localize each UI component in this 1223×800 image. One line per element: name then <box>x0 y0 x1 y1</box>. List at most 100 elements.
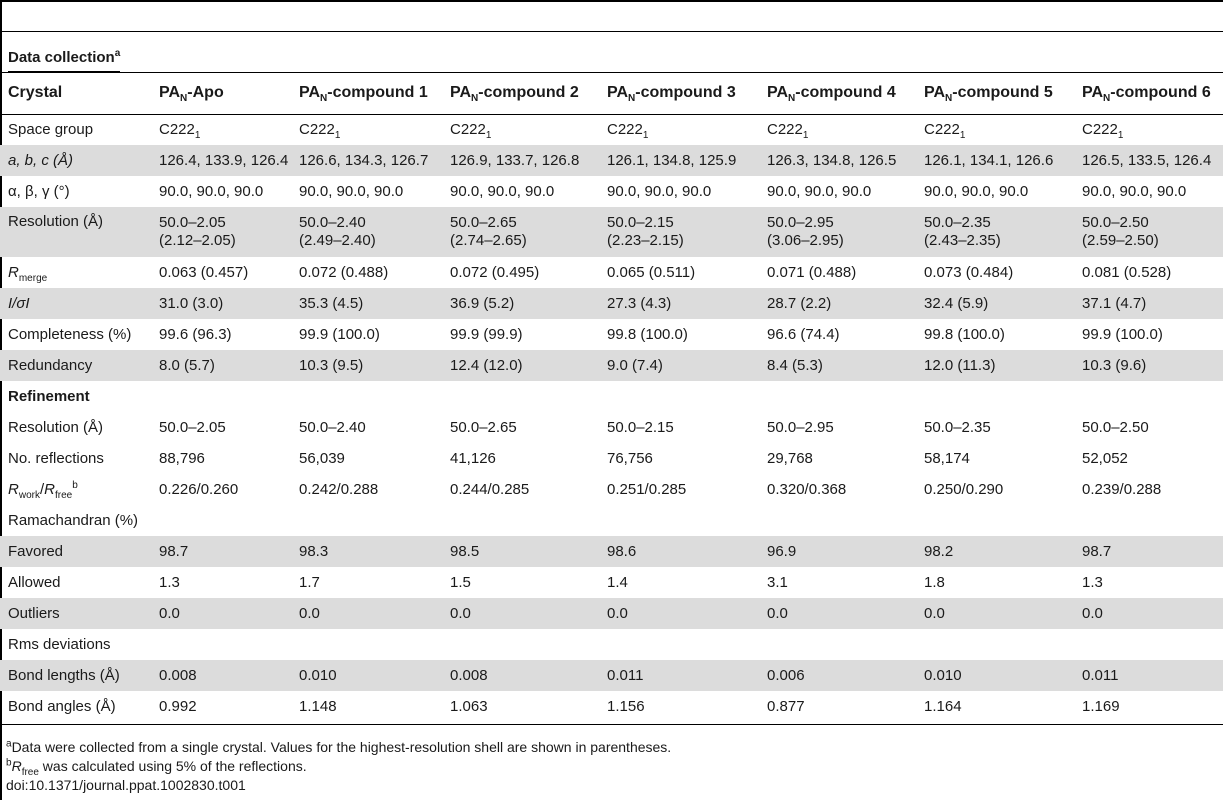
cell: 50.0–2.95 (3.06–2.95) <box>759 207 916 257</box>
cell: 126.1, 134.8, 125.9 <box>599 145 759 176</box>
section-title-data-collection: Data collectiona <box>8 48 121 72</box>
cell: 0.008 <box>442 660 599 691</box>
cell: 99.9 (100.0) <box>299 325 380 343</box>
label-rmerge: Rmerge <box>8 263 48 284</box>
cell: 50.0–2.35 <box>924 418 991 436</box>
cell: 1.063 <box>450 697 488 715</box>
cell: 0.242/0.288 <box>299 480 379 498</box>
top-rule <box>0 0 1223 2</box>
table-footnotes: aData were collected from a single cryst… <box>6 738 671 795</box>
cell: 99.9 (99.9) <box>450 325 523 343</box>
label-cell-angles: α, β, γ (°) <box>8 182 70 200</box>
row-ramachandran: Ramachandran (%) <box>0 505 1223 536</box>
cell: 126.6, 134.3, 126.7 <box>291 145 442 176</box>
cell: 1.5 <box>450 573 471 591</box>
cell: 126.5, 133.5, 126.4 <box>1074 145 1223 176</box>
row-resolution-refinement: Resolution (Å) 50.0–2.05 50.0–2.40 50.0–… <box>0 412 1223 443</box>
cell: 0.072 (0.495) <box>450 263 540 281</box>
cell: 90.0, 90.0, 90.0 <box>607 182 712 200</box>
cell: 0.008 <box>151 660 291 691</box>
row-redundancy: Redundancy 8.0 (5.7) 10.3 (9.5) 12.4 (12… <box>0 350 1223 381</box>
cell: 0.250/0.290 <box>924 480 1004 498</box>
cell: 28.7 (2.2) <box>759 288 916 319</box>
cell: 56,039 <box>299 449 345 467</box>
cell: 8.0 (5.7) <box>151 350 291 381</box>
cell: 90.0, 90.0, 90.0 <box>1082 182 1187 200</box>
cell: 99.9 (100.0) <box>1082 325 1163 343</box>
cell: 0.010 <box>291 660 442 691</box>
header-col-1: PAN-compound 1 <box>291 71 442 115</box>
cell: 98.3 <box>291 536 442 567</box>
cell: 0.0 <box>599 598 759 629</box>
row-completeness: Completeness (%) 99.6 (96.3) 99.9 (100.0… <box>0 319 1223 350</box>
cell: 50.0–2.95 <box>767 418 834 436</box>
cell: 98.2 <box>916 536 1074 567</box>
cell: C2221 <box>450 120 492 141</box>
cell: 9.0 (7.4) <box>599 350 759 381</box>
crystallography-table: Data collectiona Crystal PAN-Apo PAN-com… <box>0 32 1223 722</box>
label-rwork-rfree: Rwork/Rfreeb <box>8 479 78 501</box>
header-col-3: PAN-compound 3 <box>599 71 759 115</box>
cell: 50.0–2.15 <box>607 418 674 436</box>
header-rule <box>0 31 1223 32</box>
label-redundancy: Redundancy <box>0 350 151 381</box>
cell: 12.4 (12.0) <box>442 350 599 381</box>
row-bond-lengths: Bond lengths (Å) 0.008 0.010 0.008 0.011… <box>0 660 1223 691</box>
cell: 35.3 (4.5) <box>291 288 442 319</box>
cell: 126.3, 134.8, 126.5 <box>759 145 916 176</box>
cell: 0.0 <box>759 598 916 629</box>
cell: 50.0–2.05 (2.12–2.05) <box>151 207 291 257</box>
cell: 3.1 <box>767 573 788 591</box>
cell: 0.011 <box>599 660 759 691</box>
cell: 88,796 <box>159 449 205 467</box>
row-cell-abc: a, b, c (Å) 126.4, 133.9, 126.4 126.6, 1… <box>0 145 1223 176</box>
cell: 1.156 <box>607 697 645 715</box>
label-completeness: Completeness (%) <box>8 325 132 343</box>
cell: 50.0–2.50 <box>1082 418 1149 436</box>
cell: 10.3 (9.6) <box>1074 350 1223 381</box>
cell: 0.877 <box>767 697 805 715</box>
row-bond-angles: Bond angles (Å) 0.992 1.148 1.063 1.156 … <box>0 691 1223 722</box>
cell: 0.0 <box>442 598 599 629</box>
label-i-sigma: I/σI <box>0 288 151 319</box>
cell: 1.164 <box>924 697 962 715</box>
cell: 0.244/0.285 <box>450 480 530 498</box>
cell: 50.0–2.65 (2.74–2.65) <box>442 207 599 257</box>
cell: 0.063 (0.457) <box>159 263 249 281</box>
cell: C2221 <box>159 120 201 141</box>
cell: 58,174 <box>924 449 970 467</box>
cell: 0.0 <box>291 598 442 629</box>
cell: C2221 <box>299 120 341 141</box>
cell: 0.071 (0.488) <box>767 263 857 281</box>
row-rms-deviations: Rms deviations <box>0 629 1223 660</box>
cell: 37.1 (4.7) <box>1074 288 1223 319</box>
cell: 76,756 <box>607 449 653 467</box>
cell: 1.4 <box>607 573 628 591</box>
cell: 1.3 <box>1082 573 1103 591</box>
cell: 8.4 (5.3) <box>759 350 916 381</box>
cell: C2221 <box>924 120 966 141</box>
cell: 126.4, 133.9, 126.4 <box>151 145 291 176</box>
cell: 1.3 <box>159 573 180 591</box>
cell: 41,126 <box>450 449 496 467</box>
cell: 0.251/0.285 <box>607 480 687 498</box>
cell: 0.073 (0.484) <box>924 263 1014 281</box>
row-favored: Favored 98.7 98.3 98.5 98.6 96.9 98.2 98… <box>0 536 1223 567</box>
cell: 0.072 (0.488) <box>299 263 389 281</box>
cell: 126.9, 133.7, 126.8 <box>442 145 599 176</box>
cell: 50.0–2.15 (2.23–2.15) <box>599 207 759 257</box>
cell: 90.0, 90.0, 90.0 <box>450 182 555 200</box>
cell: 27.3 (4.3) <box>599 288 759 319</box>
section-row-refinement: Refinement <box>0 381 1223 412</box>
cell: 32.4 (5.9) <box>916 288 1074 319</box>
header-col-5: PAN-compound 5 <box>916 71 1074 115</box>
label-rms-deviations: Rms deviations <box>8 635 111 653</box>
cell: 1.169 <box>1082 697 1120 715</box>
row-i-sigma: I/σI 31.0 (3.0) 35.3 (4.5) 36.9 (5.2) 27… <box>0 288 1223 319</box>
cell: 0.065 (0.511) <box>607 263 696 281</box>
section-title-refinement: Refinement <box>8 387 90 405</box>
doi-link[interactable]: doi:10.1371/journal.ppat.1002830.t001 <box>6 777 246 793</box>
cell: 0.992 <box>159 697 197 715</box>
label-cell-abc: a, b, c (Å) <box>0 145 151 176</box>
cell: 0.226/0.260 <box>159 480 239 498</box>
